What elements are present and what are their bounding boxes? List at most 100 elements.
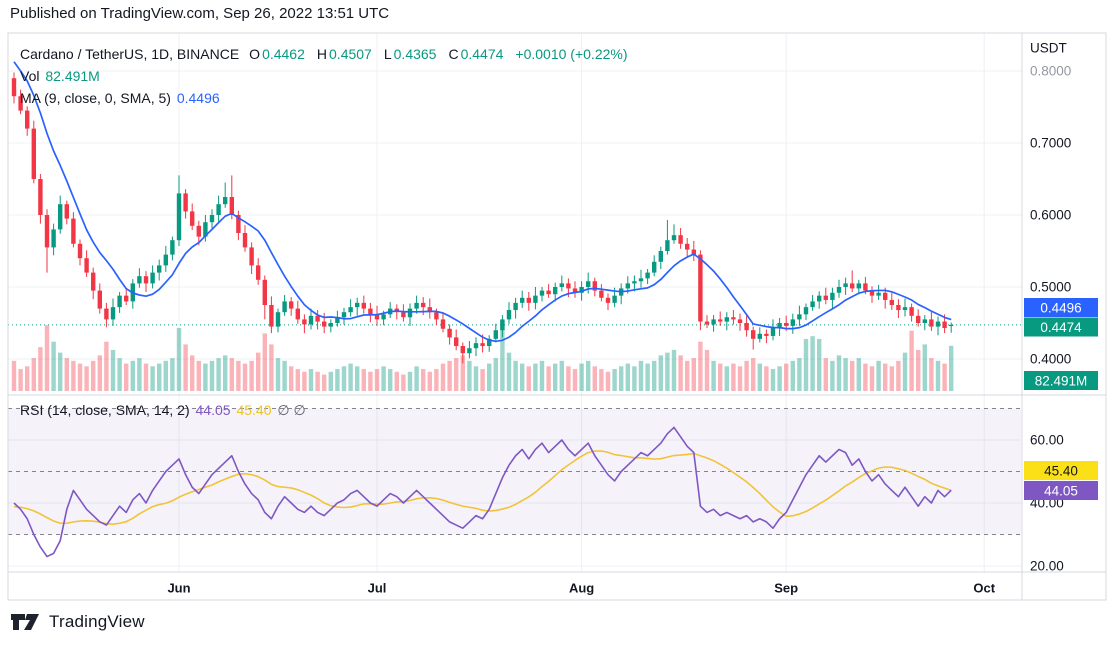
rsi-legend-row[interactable]: RSI (14, close, SMA, 14, 2) 44.05 45.40 … <box>20 402 308 419</box>
candle <box>308 315 314 325</box>
candle <box>58 204 63 230</box>
volume-bar <box>196 360 201 391</box>
candle <box>407 308 413 318</box>
volume-bar <box>348 363 353 391</box>
month-tick-label: Oct <box>973 581 995 596</box>
volume-bar <box>599 369 604 391</box>
volume-bar <box>810 336 815 391</box>
volume-bar <box>480 369 485 391</box>
volume-bar <box>777 366 782 391</box>
volume-bar <box>533 363 538 391</box>
symbol-legend-row[interactable]: Cardano / TetherUS, 1D, BINANCE O 0.4462 H 0… <box>20 46 630 62</box>
volume-bar <box>566 366 571 391</box>
volume-bar <box>553 363 558 391</box>
volume-bar <box>856 358 861 391</box>
candle <box>242 233 248 248</box>
candle <box>473 343 479 349</box>
price-scale[interactable]: USDT 0.8000 0.7000 0.6000 0.5000 0.4000 60.00 4… <box>1024 41 1098 574</box>
candle <box>44 215 50 248</box>
candle <box>487 338 492 347</box>
candle <box>949 324 954 327</box>
candle <box>302 319 307 325</box>
candle <box>315 315 320 322</box>
candle <box>645 272 650 279</box>
published-caption: Published on TradingView.com, Sep 26, 20… <box>10 5 390 22</box>
candle <box>638 278 644 282</box>
volume-bar <box>790 360 795 391</box>
volume-bar <box>414 366 419 391</box>
volume-bar <box>381 366 386 391</box>
volume-bar <box>784 363 789 391</box>
rsi-tick-label: 20.00 <box>1030 559 1064 574</box>
volume-layer <box>11 319 954 391</box>
svg-text:44.05: 44.05 <box>1044 484 1078 499</box>
candles-layer <box>11 72 954 364</box>
candle <box>751 330 756 339</box>
volume-legend-row[interactable]: Vol 82.491M <box>20 68 102 84</box>
volume-bar <box>77 363 83 391</box>
rsi-null-values: ∅ ∅ <box>277 402 306 418</box>
candle <box>117 295 122 308</box>
candle <box>440 319 446 329</box>
candle <box>97 290 102 309</box>
price-tick-label: 0.7000 <box>1030 136 1071 151</box>
candle <box>110 307 116 320</box>
candle <box>902 307 908 311</box>
candle <box>685 243 690 250</box>
candle <box>236 215 241 233</box>
volume-bar <box>289 366 294 391</box>
candle <box>533 295 538 303</box>
volume-bar <box>711 360 716 391</box>
rsi-ma-line <box>13 450 952 525</box>
volume-bar <box>797 358 802 391</box>
ma-legend-row[interactable]: MA (9, close, 0, SMA, 5) 0.4496 <box>20 90 222 106</box>
volume-bar <box>559 360 564 391</box>
candle <box>935 321 941 327</box>
candle <box>579 287 584 293</box>
candle <box>526 297 531 303</box>
time-scale[interactable]: Jun Jul Aug Sep Oct <box>167 581 995 596</box>
candle <box>718 319 723 322</box>
candle <box>335 317 340 323</box>
candle <box>84 258 89 273</box>
chart-frame <box>7 32 1107 601</box>
volume-bar <box>58 352 63 391</box>
candle <box>757 333 762 339</box>
candle <box>658 251 663 262</box>
volume-bar <box>500 319 505 391</box>
candle <box>909 307 914 316</box>
svg-text:82.491M: 82.491M <box>1035 374 1088 389</box>
ohlc-low: L 0.4365 <box>383 46 437 62</box>
candle <box>249 247 254 266</box>
tradingview-footer[interactable]: TradingView <box>10 612 145 632</box>
price-tick-label: 0.6000 <box>1030 208 1071 223</box>
volume-bar <box>645 363 650 391</box>
volume-bar <box>97 355 102 391</box>
volume-bar <box>190 355 195 391</box>
volume-bar <box>11 360 17 391</box>
volume-bar <box>869 366 875 391</box>
candle <box>460 346 465 354</box>
candle <box>836 287 842 293</box>
volume-bar <box>658 355 663 391</box>
volume-bar <box>513 360 518 391</box>
price-tick-label: 0.5000 <box>1030 280 1071 295</box>
volume-bar <box>110 349 116 391</box>
month-tick-label: Jun <box>167 581 190 596</box>
volume-bar <box>803 338 809 391</box>
volume-bar <box>823 358 828 391</box>
candle <box>777 323 782 328</box>
candle <box>520 297 525 303</box>
volume-bar <box>18 369 23 391</box>
volume-bar <box>605 371 611 391</box>
volume-bar <box>487 363 492 391</box>
volume-bar <box>493 358 498 391</box>
candle <box>625 283 630 289</box>
volume-bar <box>25 366 30 391</box>
candle <box>51 229 56 248</box>
candle <box>790 319 795 326</box>
volume-bar <box>275 358 281 391</box>
candle <box>784 323 789 326</box>
ohlc-open: O 0.4462 <box>249 46 305 62</box>
